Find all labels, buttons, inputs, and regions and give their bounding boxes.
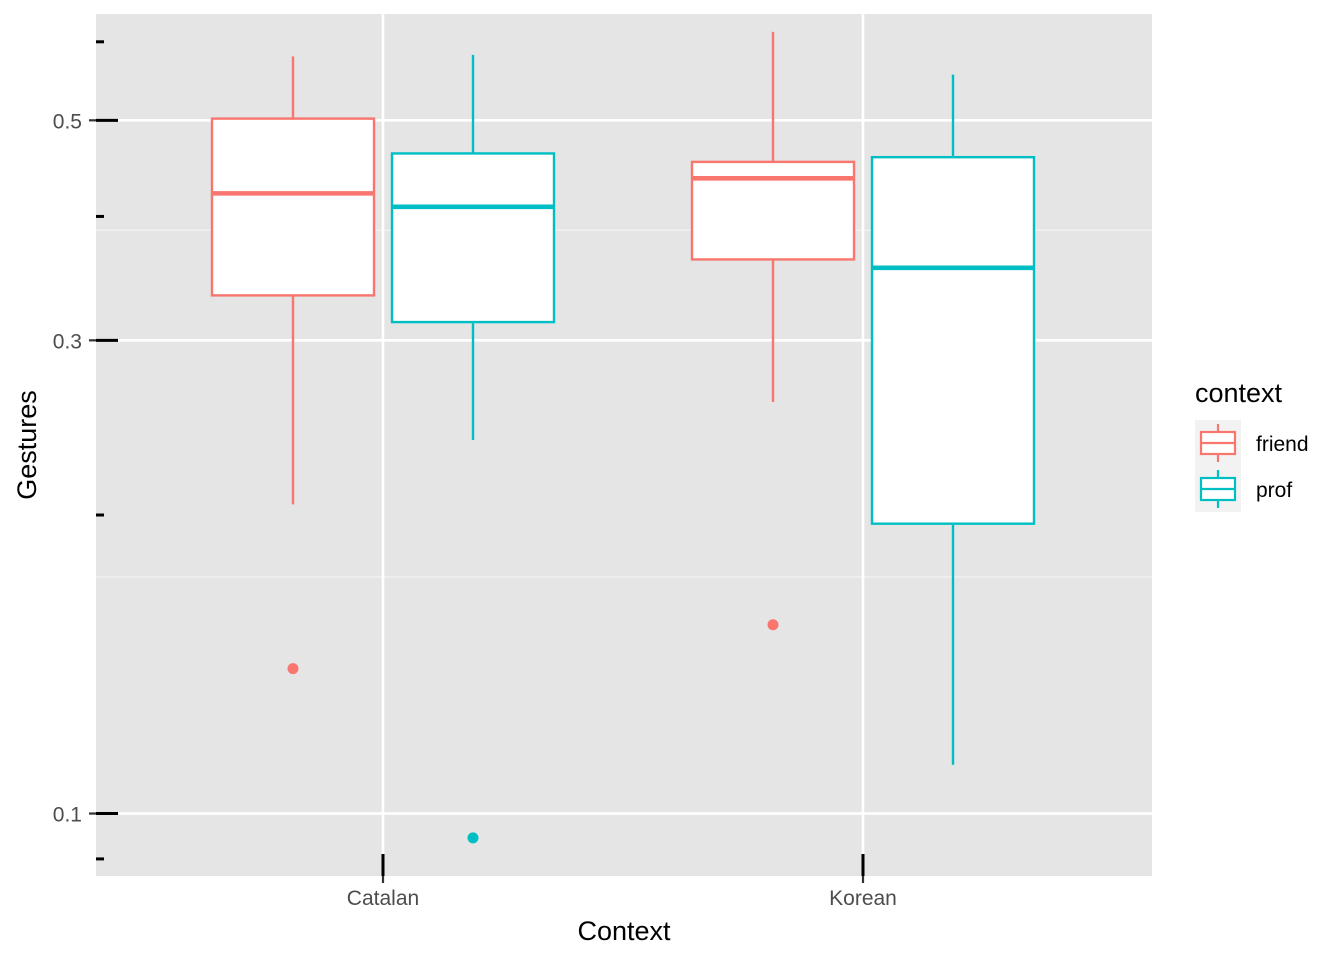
major-gridlines bbox=[96, 14, 1152, 876]
outlier-point bbox=[767, 619, 779, 631]
box-prof-korean bbox=[870, 155, 1036, 525]
y-axis-title: Gestures bbox=[12, 390, 42, 500]
box-friend-catalan bbox=[210, 117, 376, 297]
y-tick-label: 0.5 bbox=[53, 110, 82, 133]
y-tick-label: 0.1 bbox=[53, 804, 82, 827]
x-tick-label: Korean bbox=[829, 887, 897, 910]
boxplot-group bbox=[210, 31, 1036, 844]
x-tick-label: Catalan bbox=[347, 887, 419, 910]
y-axis: 0.1 0.3 0.5 bbox=[53, 40, 118, 861]
legend-label-friend: friend bbox=[1256, 433, 1309, 456]
x-axis-title: Context bbox=[577, 916, 671, 946]
legend: context friend prof bbox=[1195, 378, 1309, 512]
box-prof-catalan bbox=[390, 152, 556, 324]
outlier-point bbox=[287, 663, 299, 675]
y-tick-label: 0.3 bbox=[53, 330, 82, 353]
legend-label-prof: prof bbox=[1256, 479, 1292, 502]
outlier-point bbox=[467, 832, 479, 844]
x-axis: Catalan Korean bbox=[347, 854, 897, 910]
legend-title: context bbox=[1195, 378, 1283, 408]
